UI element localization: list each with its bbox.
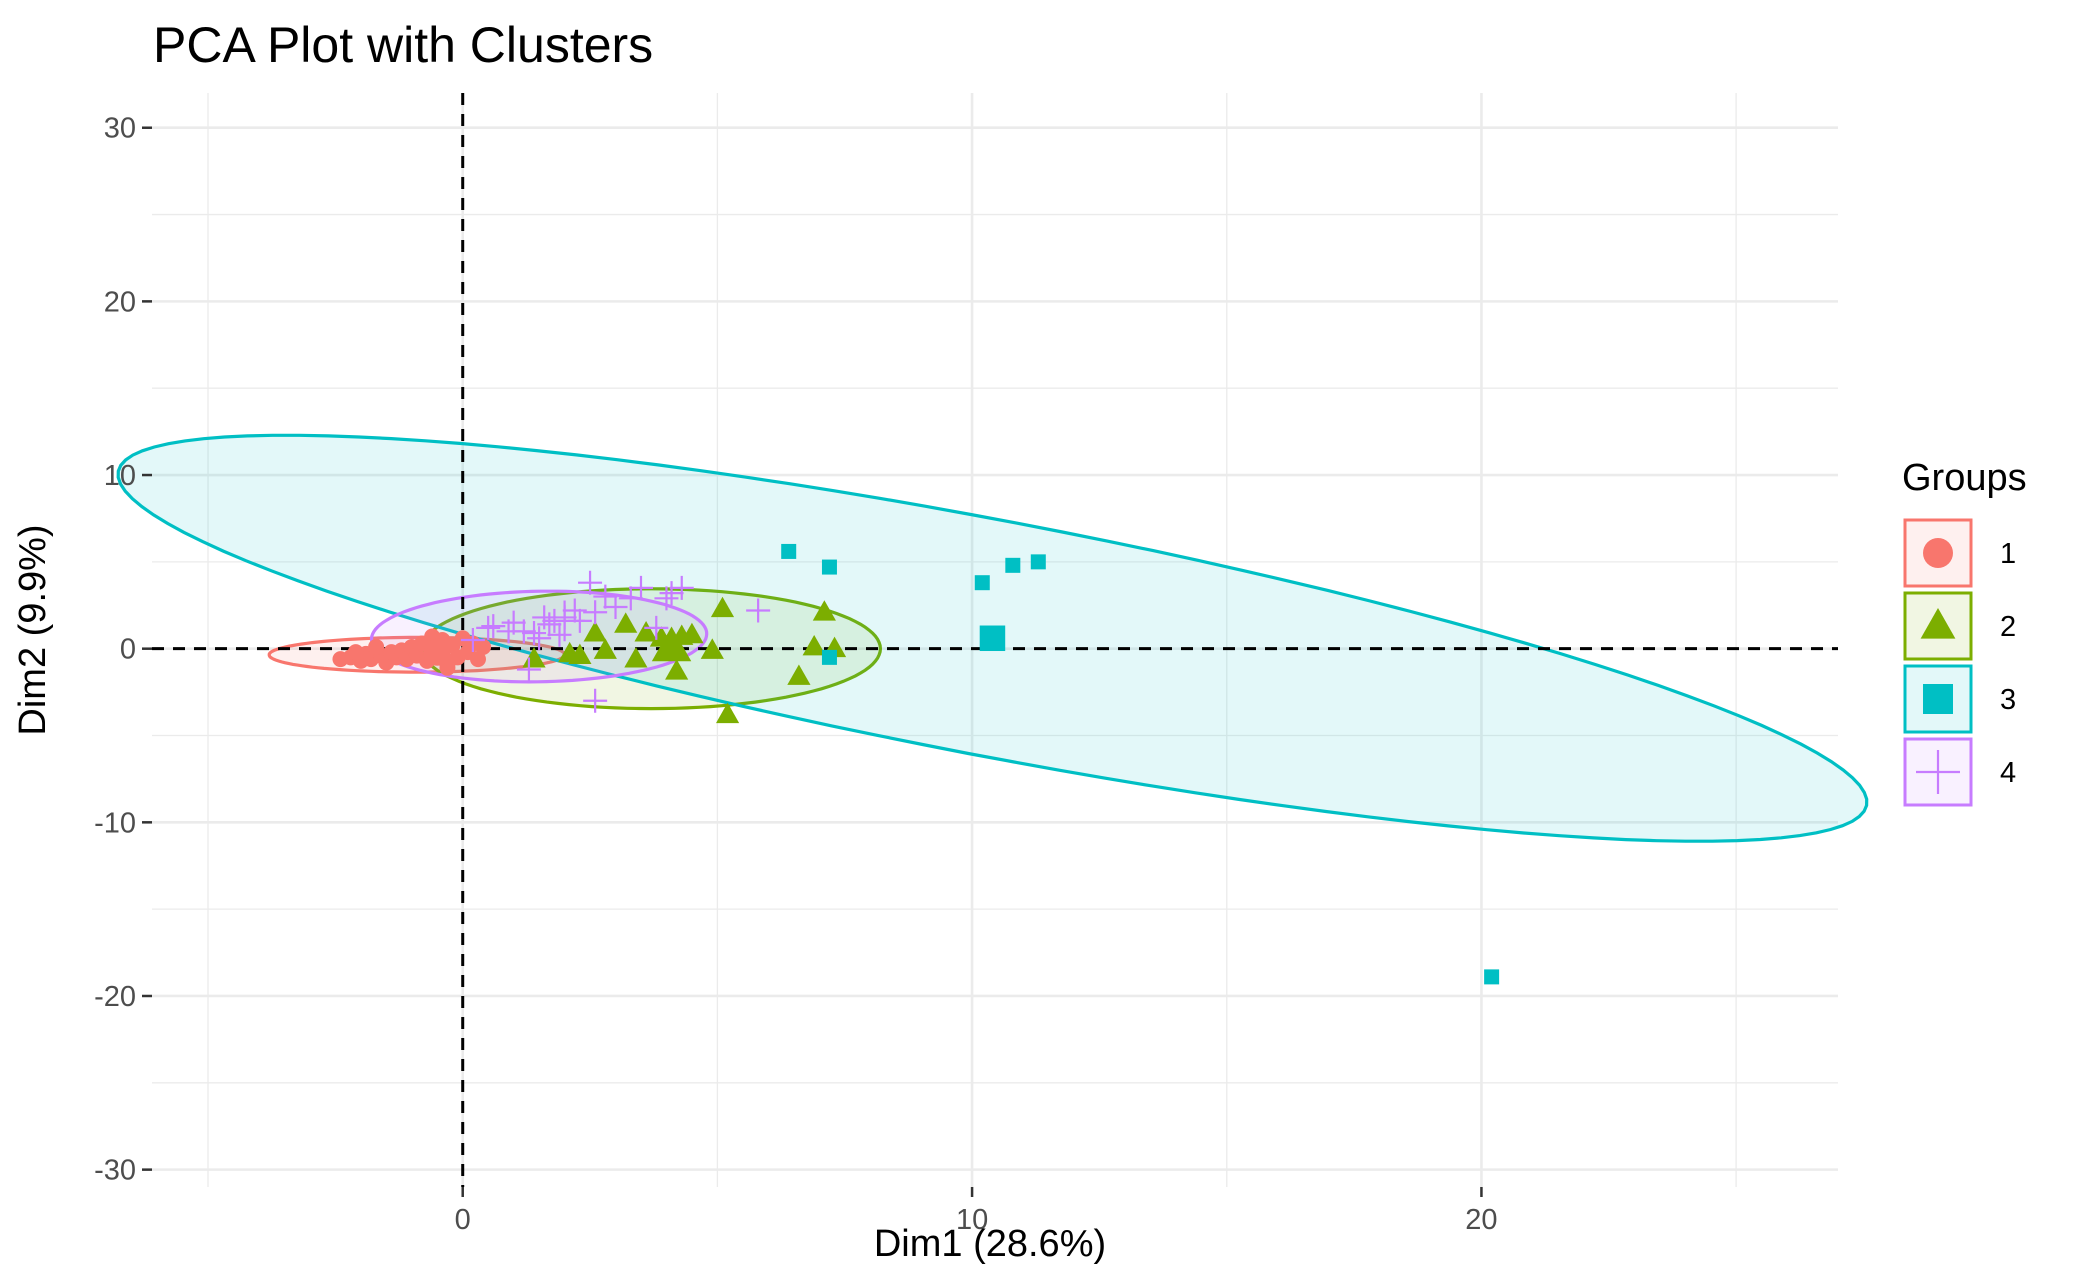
point-group-4 xyxy=(644,615,669,640)
point-group-4 xyxy=(628,575,653,600)
point-group-4 xyxy=(522,621,547,646)
point-group-4 xyxy=(659,581,684,606)
y-tick-label: -10 xyxy=(94,807,136,839)
point-group-1 xyxy=(368,638,385,655)
point-group-3 xyxy=(1030,554,1046,570)
point-group-4 xyxy=(746,598,771,623)
point-group-2 xyxy=(568,643,592,665)
legend-title: Groups xyxy=(1902,457,2027,499)
point-group-4 xyxy=(654,586,679,611)
point-group-4 xyxy=(481,614,506,639)
point-group-4 xyxy=(547,622,572,647)
point-group-2 xyxy=(665,659,689,680)
point-group-4 xyxy=(511,619,536,644)
y-tick-label: 20 xyxy=(104,286,136,318)
point-group-1 xyxy=(347,644,364,661)
point-group-4 xyxy=(527,626,552,651)
point-group-4 xyxy=(476,615,501,640)
x-tick-label: 10 xyxy=(956,1204,988,1236)
axes: 0 10 20 30 20 10 0 -10 -20 -30 xyxy=(94,113,1497,1236)
point-group-2 xyxy=(787,664,811,685)
chart-title: PCA Plot with Clusters xyxy=(153,17,653,73)
legend-marker-3 xyxy=(1923,684,1953,714)
point-group-2 xyxy=(710,596,735,618)
point-group-4 xyxy=(460,628,485,652)
point-group-2 xyxy=(614,612,638,633)
legend: Groups 1 2 3 4 xyxy=(1902,457,2027,807)
y-tick-label: 0 xyxy=(120,634,136,666)
y-tick-label: 10 xyxy=(104,460,136,492)
legend-marker-4 xyxy=(1916,750,1960,794)
point-group-3 xyxy=(781,543,797,559)
point-group-1 xyxy=(469,651,486,668)
centroid-group-3 xyxy=(979,625,1006,652)
point-group-3 xyxy=(1484,969,1500,985)
x-tick-label: 20 xyxy=(1465,1204,1497,1236)
point-group-4 xyxy=(593,584,618,609)
point-group-4 xyxy=(583,600,608,625)
legend-label-1: 1 xyxy=(2000,538,2016,570)
point-group-3 xyxy=(821,559,837,575)
point-group-2 xyxy=(700,638,724,659)
point-group-1 xyxy=(475,638,492,655)
point-group-3 xyxy=(821,649,837,665)
point-group-2 xyxy=(802,634,826,656)
y-tick-label: -30 xyxy=(94,1155,136,1187)
point-group-3 xyxy=(1005,557,1021,573)
point-group-2 xyxy=(624,647,648,668)
point-group-4 xyxy=(562,598,587,623)
point-group-2 xyxy=(593,638,617,659)
point-group-2 xyxy=(680,622,704,644)
point-group-4 xyxy=(578,570,603,595)
legend-item-1: 1 xyxy=(1903,518,2016,588)
y-axis-title: Dim2 (9.9%) xyxy=(12,524,54,735)
point-group-2 xyxy=(715,702,740,724)
point-group-2 xyxy=(812,600,836,621)
point-group-4 xyxy=(618,586,643,611)
point-group-3 xyxy=(974,575,990,591)
point-group-4 xyxy=(516,657,541,682)
point-group-4 xyxy=(537,612,562,637)
legend-marker-1 xyxy=(1923,538,1953,568)
point-group-2 xyxy=(583,621,607,642)
point-group-2 xyxy=(634,621,658,642)
legend-item-2: 2 xyxy=(1903,591,2016,661)
legend-item-3: 3 xyxy=(1903,664,2016,734)
y-tick-label: -20 xyxy=(94,981,136,1013)
legend-label-3: 3 xyxy=(2000,684,2016,716)
legend-label-4: 4 xyxy=(2000,757,2016,789)
legend-marker-2 xyxy=(1920,608,1956,639)
legend-label-2: 2 xyxy=(2000,611,2016,643)
centroid-group-4 xyxy=(544,600,585,642)
y-tick-label: 30 xyxy=(104,113,136,145)
data-points xyxy=(332,543,1500,985)
point-group-4 xyxy=(669,575,694,600)
centroid-group-1 xyxy=(423,638,451,666)
legend-item-4: 4 xyxy=(1903,737,2016,807)
point-group-4 xyxy=(583,688,608,713)
centroid-group-2 xyxy=(651,626,692,662)
x-tick-label: 0 xyxy=(455,1204,471,1236)
point-group-4 xyxy=(603,595,628,620)
x-axis-title: Dim1 (28.6%) xyxy=(874,1223,1106,1265)
